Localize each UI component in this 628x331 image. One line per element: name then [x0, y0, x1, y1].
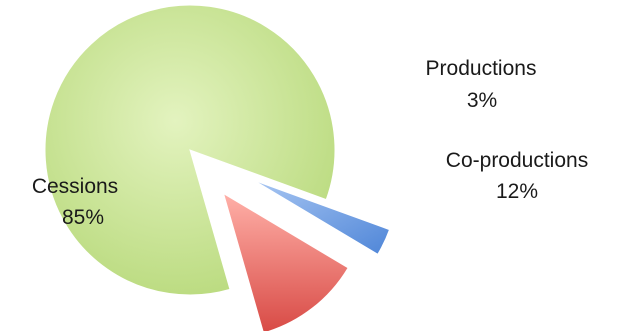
pie-slice-co-productions: [222, 192, 349, 331]
pie-slice-productions: [252, 179, 391, 255]
slice-value-cessions: 85%: [62, 206, 104, 229]
slice-label-co-productions: Co-productions: [446, 149, 588, 172]
slice-label-cessions: Cessions: [32, 175, 118, 198]
slice-value-co-productions: 12%: [496, 180, 538, 203]
slice-value-productions: 3%: [467, 89, 497, 112]
pie-slice-cessions: [44, 4, 336, 296]
slice-label-productions: Productions: [426, 57, 537, 80]
